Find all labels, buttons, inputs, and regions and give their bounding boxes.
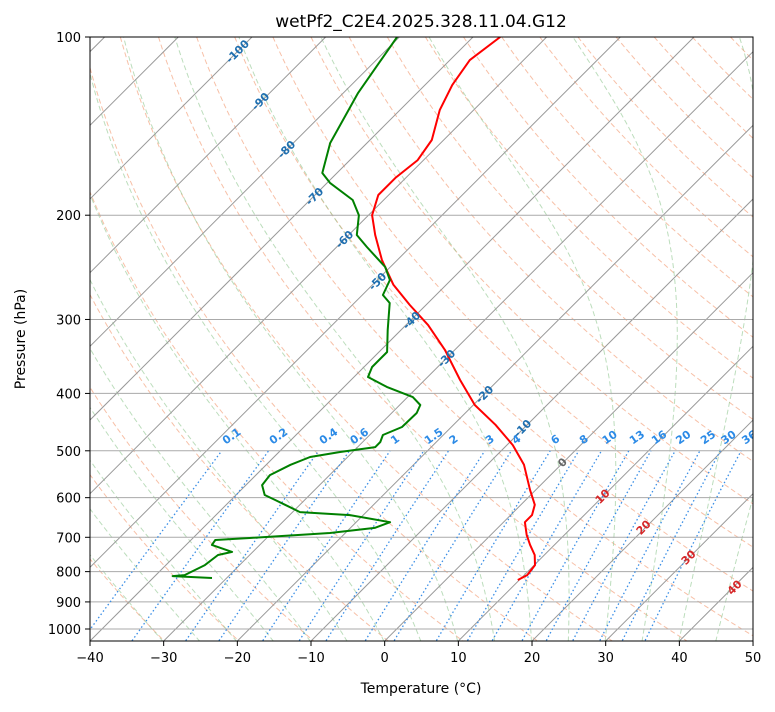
y-tick-label: 200: [56, 209, 81, 224]
mixing-ratio-label: 30: [719, 428, 739, 448]
mixing-ratio-line: [217, 451, 350, 644]
mixing-ratio-line: [363, 451, 485, 644]
isotherm-label: -20: [473, 383, 496, 406]
dry-adiabat: [425, 37, 775, 644]
dry-adiabat: [502, 37, 775, 644]
x-tick-label: −10: [297, 651, 324, 666]
dry-adiabat: [44, 37, 467, 644]
moist-adiabat: [0, 37, 200, 642]
x-tick-label: 10: [450, 651, 467, 666]
mixing-ratio-label: 10: [600, 428, 620, 448]
x-tick-label: 40: [671, 651, 688, 666]
mixing-ratio-line: [80, 451, 222, 644]
x-tick-label: 20: [524, 651, 541, 666]
mixing-ratio-label: 20: [673, 428, 693, 448]
y-tick-label: 600: [56, 492, 81, 507]
moist-adiabat: [15, 37, 347, 642]
dry-adiabat: [0, 37, 242, 644]
y-tick-label: 700: [56, 531, 81, 546]
isotherm: [679, 37, 775, 642]
mixing-ratio-line: [466, 451, 579, 644]
isotherm: [0, 37, 252, 642]
dry-adiabat: [349, 37, 775, 644]
mixing-ratio-label: 2: [447, 432, 461, 447]
dry-adiabat: [6, 37, 392, 644]
y-axis-label: Pressure (hPa): [13, 289, 29, 389]
mixing-ratio-label: 8: [577, 432, 591, 447]
dry-adiabat: [387, 37, 775, 644]
isotherm: [89, 37, 694, 642]
dry-adiabat: [692, 37, 775, 644]
isotherm: [310, 37, 775, 642]
isotherm: [16, 37, 621, 642]
mixing-ratio-label: 1.5: [422, 425, 445, 447]
isotherm-label: 20: [634, 517, 654, 537]
x-tick-label: −40: [76, 651, 103, 666]
y-tick-label: 400: [56, 387, 81, 402]
isotherm: [458, 37, 775, 642]
dry-adiabat: [0, 37, 317, 644]
dry-adiabat: [616, 37, 775, 644]
x-tick-label: 30: [597, 651, 614, 666]
mixing-ratio-label: 0.4: [317, 425, 341, 447]
x-tick-label: 50: [745, 651, 762, 666]
mixing-ratio-line: [644, 451, 742, 644]
mixing-ratio-label: 16: [649, 428, 669, 448]
dry-adiabat: [311, 37, 775, 644]
isotherm: [384, 37, 775, 642]
plot-frame: [90, 37, 753, 641]
moist-adiabat: [716, 37, 775, 642]
mixing-ratio-label: 3: [483, 432, 497, 447]
dry-adiabat: [769, 37, 775, 644]
chart-title: wetPf2_C2E4.2025.328.11.04.G12: [275, 12, 567, 32]
mixing-ratio-label: 13: [627, 428, 647, 447]
mixing-ratio-line: [130, 451, 269, 644]
y-tick-label: 100: [56, 31, 81, 46]
y-tick-label: 1000: [48, 623, 81, 638]
y-tick-label: 900: [56, 596, 81, 611]
y-tick-label: 300: [56, 313, 81, 328]
x-tick-label: 0: [381, 651, 389, 666]
y-tick-label: 500: [56, 445, 81, 460]
moist-adiabat: [124, 37, 458, 642]
mixing-ratio-label: 1: [388, 432, 402, 447]
isotherm: [0, 37, 473, 642]
mixing-ratio-line: [571, 451, 675, 644]
isotherm: [752, 37, 775, 642]
isotherm: [0, 37, 547, 642]
mixing-ratio-label: 25: [698, 428, 718, 447]
isotherm: [0, 37, 326, 642]
dewpoint-profile-line: [173, 37, 421, 578]
moist-adiabat: [429, 37, 616, 642]
dry-adiabat: [464, 37, 775, 644]
mixing-ratio-label: 0.1: [220, 425, 243, 447]
moist-adiabat: [0, 37, 274, 642]
profiles: [172, 37, 535, 580]
mixing-ratio-label: 6: [548, 432, 562, 447]
x-tick-label: −30: [150, 651, 177, 666]
moist-adiabat: [573, 37, 677, 642]
x-axis-label: Temperature (°C): [360, 681, 482, 697]
dry-adiabat: [654, 37, 775, 644]
moist-adiabat: [82, 37, 422, 642]
moist-adiabat: [0, 37, 311, 642]
dry-adiabat: [197, 37, 767, 644]
x-tick-label: −20: [224, 651, 251, 666]
isotherm-label: -70: [303, 185, 326, 208]
y-tick-label: 800: [56, 566, 81, 581]
moist-adiabat: [0, 37, 237, 642]
